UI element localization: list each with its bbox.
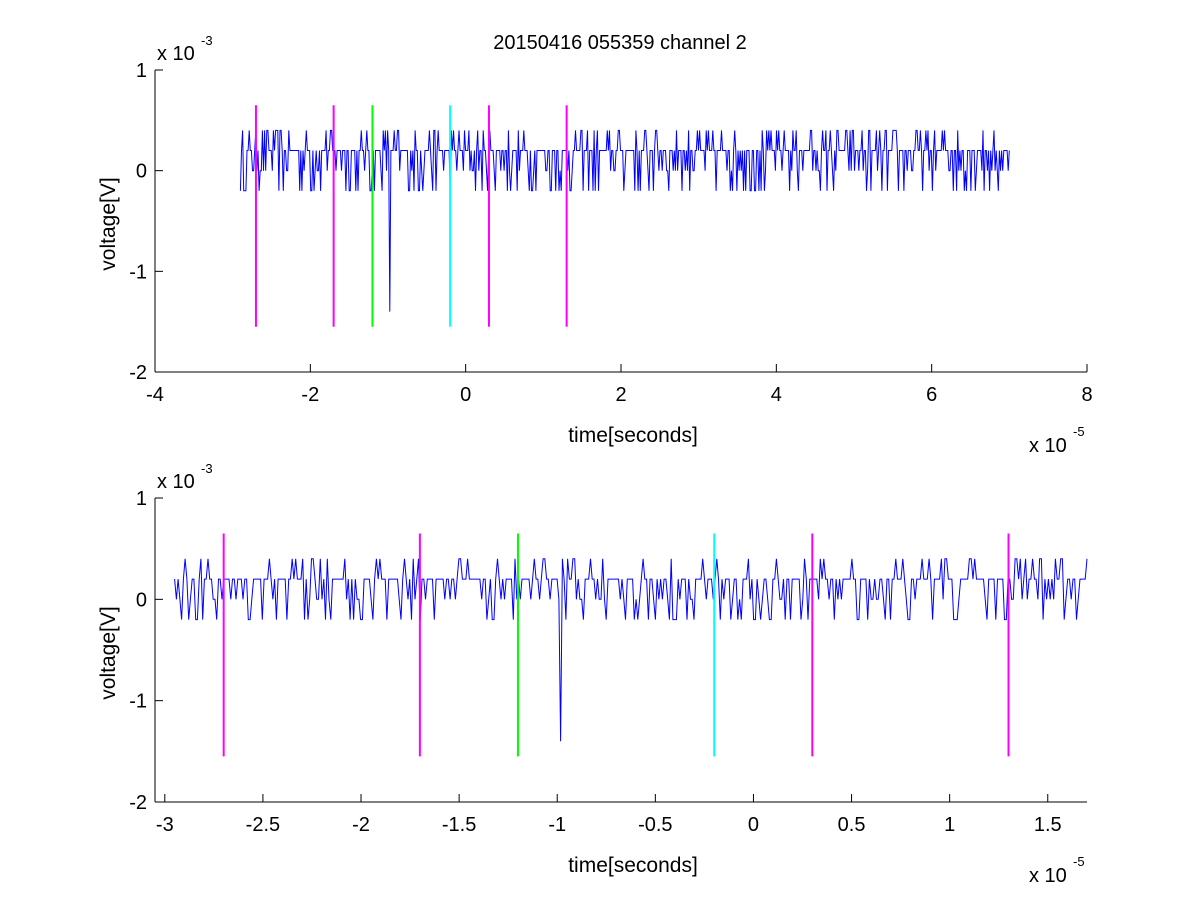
x-exponent-label: x 10	[1029, 435, 1067, 457]
x-tick-label: -2	[352, 814, 370, 836]
y-axis-label: voltage[V]	[97, 606, 120, 699]
x-tick-label: -4	[146, 384, 164, 406]
x-tick-label: 6	[926, 384, 937, 406]
x-tick-label: 0.5	[838, 814, 866, 836]
y-tick-label: -2	[129, 792, 147, 814]
y-tick-label: 1	[136, 488, 147, 510]
y-exponent-power: -3	[201, 33, 213, 48]
top-axes: -4 -2 0 2 4 6 8-2-101time[seconds]voltage[V]x …	[97, 33, 1093, 457]
x-tick-label: -2	[301, 384, 319, 406]
y-tick-label: -1	[129, 261, 147, 283]
x-tick-label: -1	[548, 814, 566, 836]
y-tick-label: 0	[136, 161, 147, 183]
y-tick-label: 1	[136, 60, 147, 82]
x-axis-label: time[seconds]	[568, 424, 698, 447]
x-tick-label: -2.5	[246, 814, 280, 836]
y-tick-label: -1	[129, 691, 147, 713]
x-tick-label: -1.5	[442, 814, 476, 836]
y-exponent-label: x 10	[157, 471, 195, 493]
x-tick-label: 0	[748, 814, 759, 836]
y-tick-label: -2	[129, 362, 147, 384]
x-tick-label: 8	[1081, 384, 1092, 406]
bottom-axes: -3 -2.5 -2 -1.5 -1 -0.5 0 0.5 1 1.5 -2 -1 0 1 time[sec…	[97, 461, 1088, 887]
x-tick-label: 2	[615, 384, 626, 406]
x-tick-label: 4	[771, 384, 782, 406]
x-tick-label: 0	[460, 384, 471, 406]
y-exponent-power: -3	[201, 461, 213, 476]
figure-title: 20150416 055359 channel 2	[493, 32, 747, 54]
x-exponent-power: -5	[1073, 854, 1085, 869]
x-tick-label: 1	[944, 814, 955, 836]
x-tick-label: 1.5	[1034, 814, 1062, 836]
y-exponent-label: x 10	[157, 43, 195, 65]
signal-trace	[239, 129, 1010, 312]
x-exponent-label: x 10	[1029, 865, 1067, 887]
y-axis-label: voltage[V]	[97, 177, 120, 270]
x-exponent-power: -5	[1073, 424, 1085, 439]
x-tick-label: -3	[156, 814, 174, 836]
x-axis-label: time[seconds]	[568, 854, 698, 877]
signal-trace	[174, 558, 1088, 742]
y-tick-label: 0	[136, 589, 147, 611]
x-tick-label: -0.5	[638, 814, 672, 836]
